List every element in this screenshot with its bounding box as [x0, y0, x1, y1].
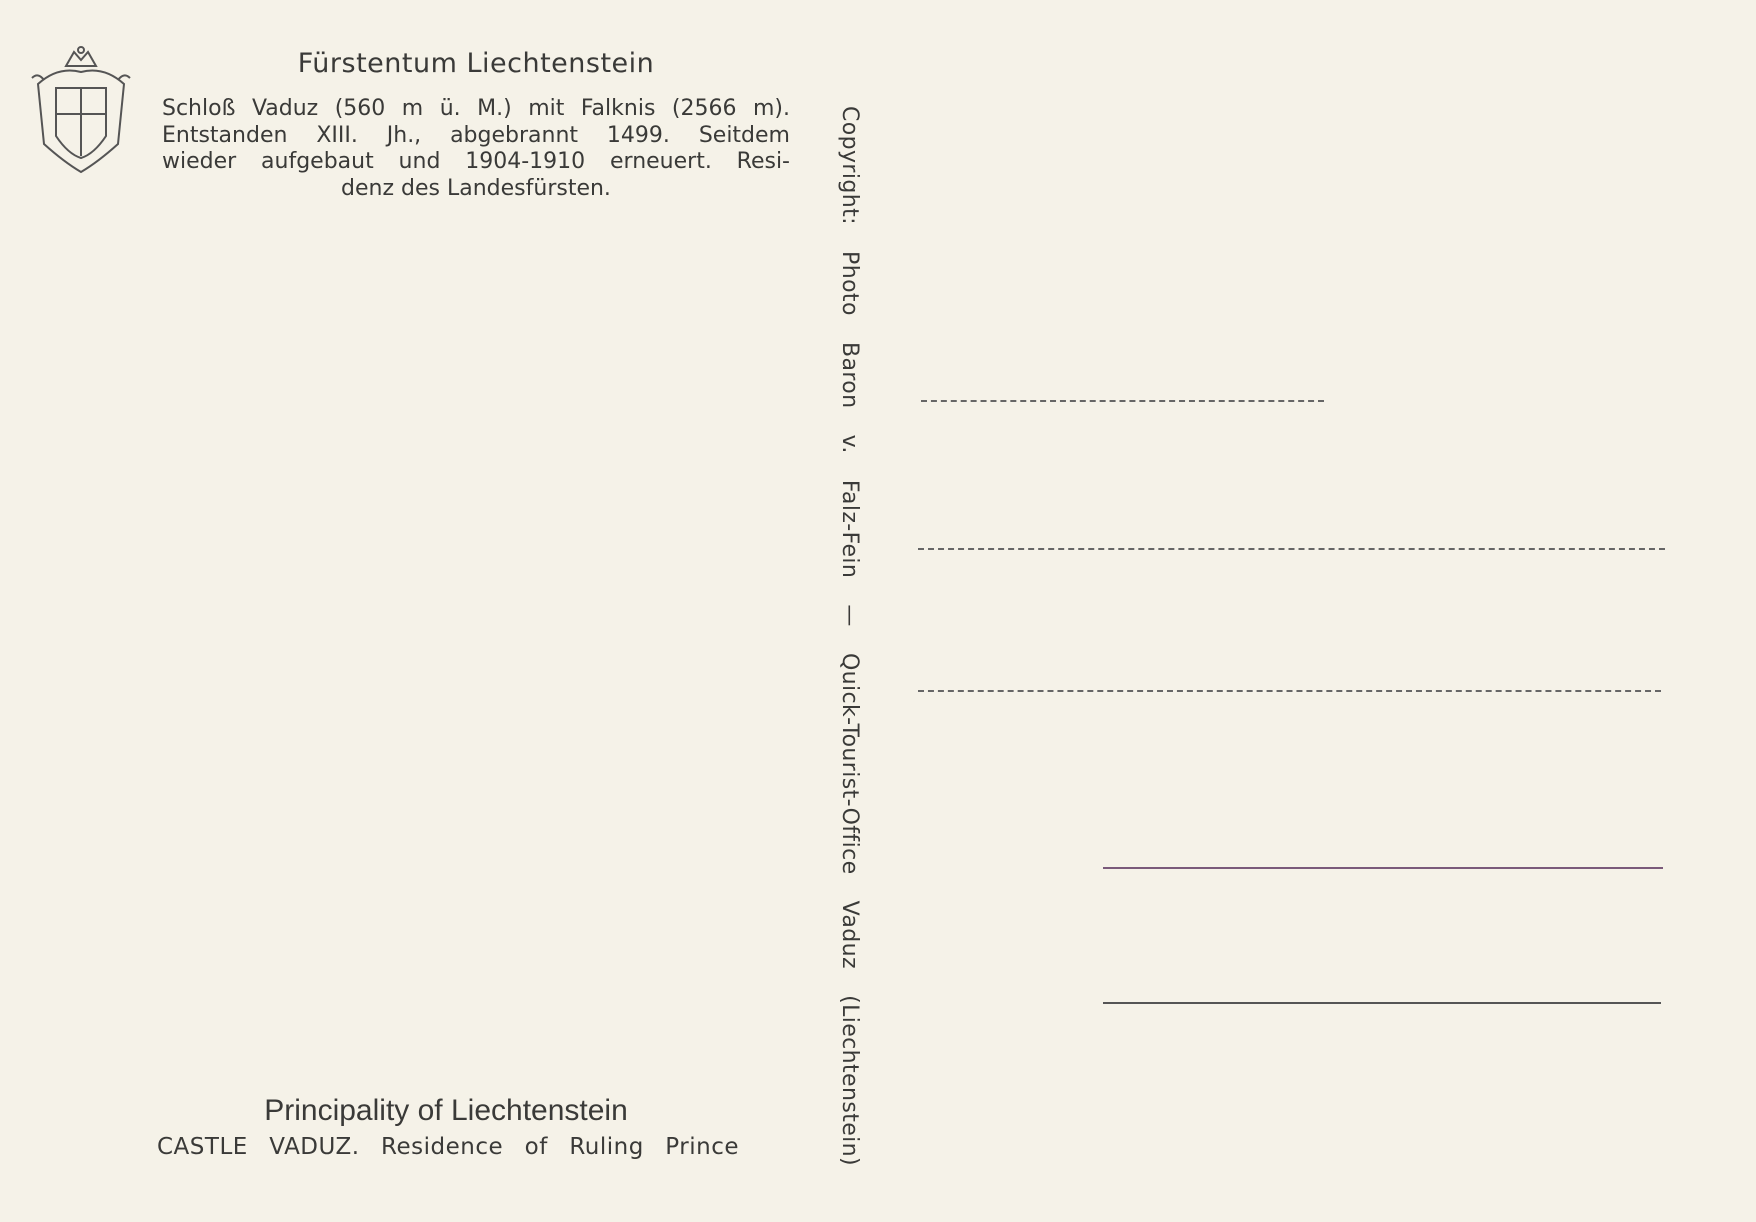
address-line	[1103, 867, 1663, 869]
title: Fürstentum Liechtenstein	[297, 48, 655, 79]
description-line: denz des Landesfürsten.	[341, 176, 611, 201]
description-line: Schloß Vaduz (560 m ü. M.) mit Falknis (…	[162, 96, 790, 121]
address-line	[1103, 1002, 1661, 1004]
address-line	[921, 400, 1324, 402]
footer-title: Principality of Liechtenstein	[264, 1094, 628, 1127]
description-line: wieder aufgebaut und 1904-1910 erneuert.…	[162, 149, 790, 174]
coat-of-arms	[31, 46, 131, 174]
address-line	[918, 548, 1665, 550]
description-line: Entstanden XIII. Jh., abgebrannt 1499. S…	[162, 123, 790, 148]
copyright: Copyright: Photo Baron v. Falz-Fein — Qu…	[837, 106, 862, 1166]
footer-subtitle: CASTLE VADUZ. Residence of Ruling Prince	[157, 1134, 739, 1160]
address-line	[918, 690, 1661, 692]
